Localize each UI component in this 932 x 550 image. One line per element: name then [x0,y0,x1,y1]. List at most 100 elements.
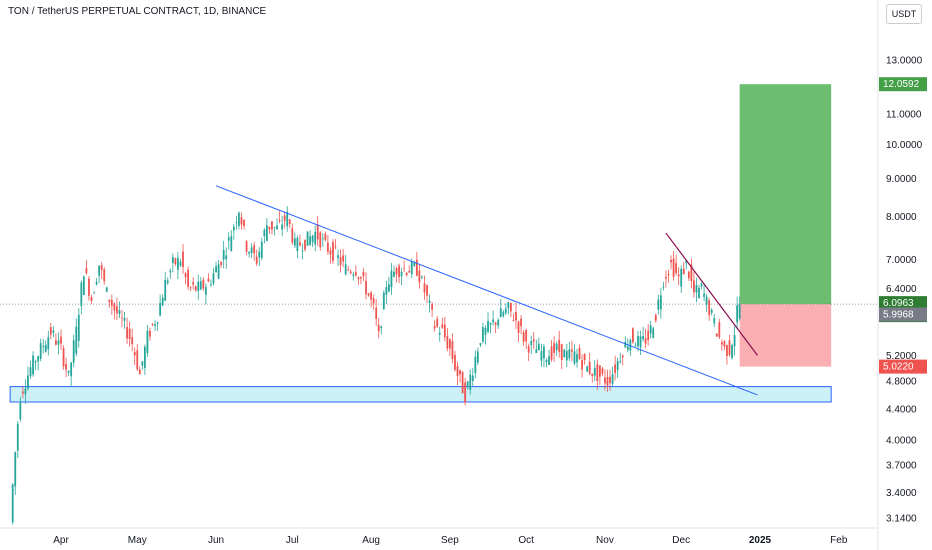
candle-body [360,277,362,279]
candle-body [609,376,611,384]
candle-body [166,280,169,283]
candle-body [644,338,647,344]
candle-body [52,330,55,333]
descending-trendline [215,185,758,396]
candle-body [698,287,700,298]
candle-body [642,335,644,340]
candle-body [718,322,721,338]
candle-body [484,327,487,335]
candle-body [161,298,164,306]
candle-body [415,259,418,276]
candle-body [14,452,17,487]
candle-body [133,352,136,356]
candle-body [649,325,652,334]
candle-body [253,245,256,254]
candle-body [273,226,276,228]
candle-body [171,257,174,264]
candle-body [314,232,317,245]
x-tick-label: Aug [362,535,380,546]
stop-price-label-bg [879,359,927,374]
candle-body [682,268,685,275]
candle-body [687,271,690,279]
candle-body [299,242,301,246]
candle-body [347,269,350,271]
candle-body [235,222,238,224]
candle-body [510,302,512,312]
candle-body [108,299,111,302]
candle-body [522,332,525,342]
candle-body [316,224,319,240]
candle-body [634,345,637,347]
candle-body [502,312,505,317]
candle-body [207,278,210,282]
candle-body [339,257,342,266]
candle-body [245,241,248,252]
candle-body [588,361,591,374]
candle-body [184,273,187,278]
candle-body [24,388,27,395]
candle-body [479,343,482,345]
candle-body [265,225,268,241]
candle-body [703,293,705,297]
candle-body [726,345,728,357]
candle-body [454,355,456,370]
candle-body [286,211,289,226]
y-tick-label: 11.0000 [886,109,922,120]
candle-body [611,374,614,384]
candle-body [121,317,123,319]
candle-body [728,340,731,355]
candle-body [240,217,243,225]
candle-body [601,368,604,374]
candle-body [93,292,95,294]
candle-body [604,377,606,384]
candle-body [568,349,571,359]
currency-button[interactable]: USDT [886,4,922,24]
candle-body [151,323,154,325]
support-zone [9,386,832,403]
candle-body [606,377,609,386]
candle-body [494,322,497,325]
candle-body [80,282,83,307]
candle-body [571,349,573,352]
candle-body [555,343,558,351]
candle-body [621,355,624,358]
candle-body [441,324,444,328]
candle-body [400,271,403,277]
candle-body [19,401,22,420]
candle-body [413,262,416,266]
candle-body [367,293,370,296]
x-tick-label: Jun [208,535,224,546]
x-tick-label: Apr [53,535,69,546]
candle-body [723,341,726,347]
candle-body [189,287,192,289]
candle-body [324,233,327,240]
candle-body [517,321,520,333]
stop-price-label: 5.0220 [879,359,927,374]
candle-body [222,249,225,260]
y-tick-label: 4.4000 [886,405,917,416]
candle-body [380,326,383,329]
candle-body [377,324,380,332]
target-price-label: 12.0592 [879,77,927,92]
candle-body [497,319,500,326]
candle-body [156,322,159,324]
candle-body [164,279,167,301]
candle-body [708,300,711,316]
candle-body [448,339,451,349]
candle-body [103,269,106,282]
candle-body [451,341,454,360]
candle-body [553,343,556,353]
candle-body [34,361,37,363]
y-tick-label: 4.8000 [886,377,917,388]
candle-body [306,231,309,246]
candle-body [616,361,619,370]
candle-body [344,264,347,275]
candle-body [75,326,78,354]
x-tick-label: Jul [286,535,299,546]
entry-price-label-bg [879,307,927,322]
candle-body [319,232,322,248]
candle-body [230,236,233,252]
candle-body [581,360,583,370]
candle-body [520,318,522,327]
